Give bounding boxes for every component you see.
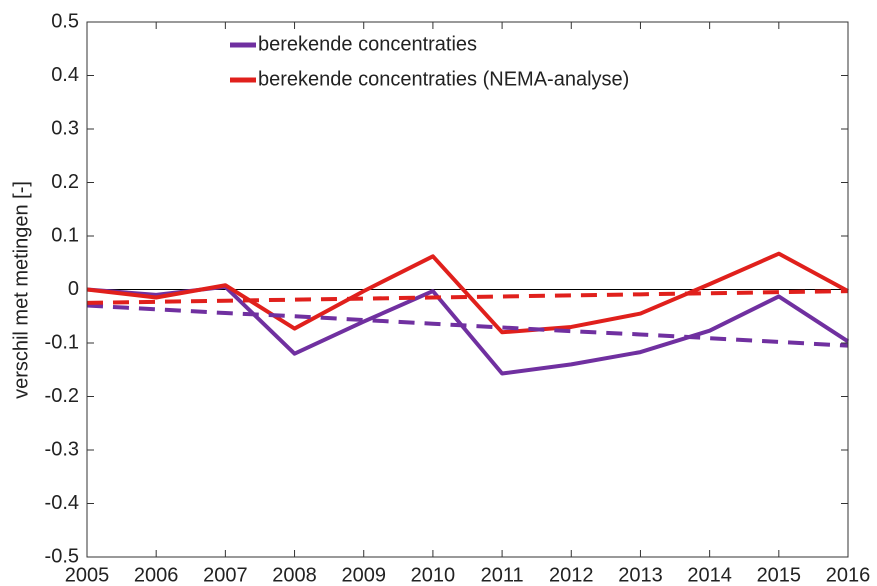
x-tick-label: 2010: [411, 564, 456, 586]
x-tick-label: 2014: [687, 564, 732, 586]
y-tick-label: -0.4: [45, 492, 79, 514]
y-tick-label: -0.5: [45, 545, 79, 567]
y-tick-label: -0.1: [45, 331, 79, 353]
y-tick-label: 0: [68, 278, 79, 300]
x-tick-label: 2016: [826, 564, 871, 586]
x-tick-label: 2012: [549, 564, 594, 586]
x-tick-label: 2011: [481, 564, 524, 586]
plot-frame: [86, 21, 849, 558]
x-tick-label: 2009: [341, 564, 386, 586]
y-tick-label: 0.2: [51, 171, 79, 193]
x-tick-label: 2007: [203, 564, 248, 586]
legend-label: berekende concentraties (NEMA-analyse): [258, 68, 629, 90]
y-tick-label: 0.4: [51, 64, 79, 86]
legend-label: berekende concentraties: [258, 33, 477, 55]
trend-line: [86, 303, 849, 348]
x-tick-label: 2008: [272, 564, 317, 586]
x-tick-label: 2015: [757, 564, 802, 586]
line: [86, 251, 849, 335]
x-tick-label: 2013: [618, 564, 663, 586]
x-tick-label: 2005: [65, 564, 110, 586]
x-tick-label: 2006: [134, 564, 179, 586]
trend-line: [86, 289, 849, 305]
y-tick-label: -0.2: [45, 385, 79, 407]
y-tick-label: -0.3: [45, 438, 79, 460]
y-tick-label: 0.5: [51, 10, 79, 32]
y-tick-label: 0.1: [51, 224, 79, 246]
y-axis-label: verschil met metingen [-]: [10, 181, 32, 399]
y-tick-label: 0.3: [51, 117, 79, 139]
